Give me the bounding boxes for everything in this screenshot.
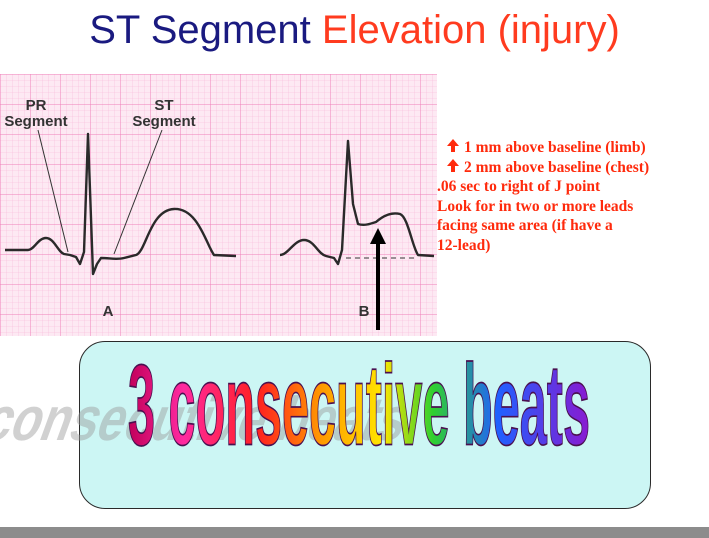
note-text: 1 mm above baseline (limb)	[464, 139, 646, 156]
wordart-text: 3 consecutive beats	[128, 342, 590, 470]
note-row: 1 mm above baseline (limb)	[437, 138, 709, 158]
wordart-shadow: 3 consecutive beats	[0, 384, 420, 454]
note-text: 12-lead)	[437, 236, 491, 254]
pr-label-line-1: PR	[26, 97, 47, 114]
title-part-1: ST Segment	[89, 8, 311, 52]
ecg-grid	[0, 74, 437, 336]
callout-box	[79, 341, 651, 509]
note-row: facing same area (if have a	[437, 216, 709, 236]
note-text: 2 mm above baseline (chest)	[464, 158, 650, 176]
st-segment-leader-line	[113, 129, 163, 255]
ecg-strip-figure: PR Segment ST Segment A B	[0, 74, 437, 336]
criteria-notes: 1 mm above baseline (limb) 2 mm above ba…	[437, 138, 709, 255]
pr-label-line-2: Segment	[4, 113, 67, 130]
pr-segment-leader-line	[37, 129, 69, 253]
st-label-line-2: Segment	[132, 113, 195, 130]
note-row: .06 sec to right of J point	[437, 177, 709, 197]
st-label-line-1: ST	[154, 97, 173, 114]
note-text: .06 sec to right of J point	[437, 178, 601, 195]
note-text: facing same area (if have a	[437, 217, 613, 234]
up-arrow-icon	[446, 158, 460, 178]
slide-title: ST Segment Elevation (injury)	[0, 6, 709, 54]
panel-a-label: A	[103, 303, 114, 320]
up-arrow-icon	[446, 138, 460, 158]
ecg-trace-a	[5, 132, 237, 276]
note-row: 2 mm above baseline (chest)	[437, 158, 709, 178]
note-row: Look for in two or more leads	[437, 197, 709, 217]
ecg-trace-b	[279, 139, 435, 266]
title-part-2: Elevation (injury)	[321, 8, 620, 52]
panel-b-label: B	[359, 303, 370, 320]
st-elevation-pointer-head	[370, 228, 386, 244]
note-row: 12-lead)	[437, 236, 709, 256]
note-text: Look for in two or more leads	[437, 197, 634, 215]
footer-bar	[0, 527, 709, 538]
